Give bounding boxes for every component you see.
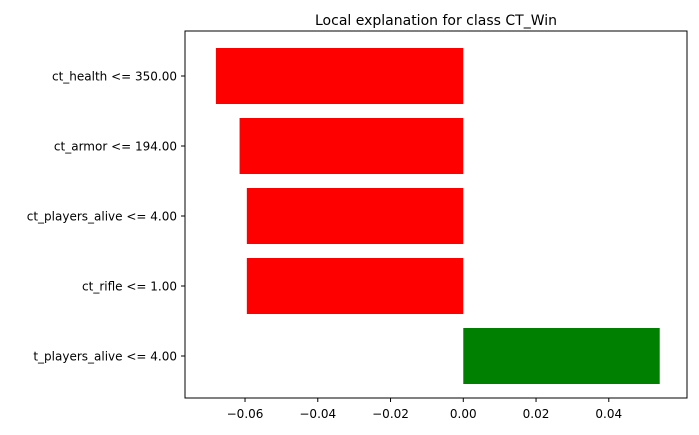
- bar-0: [215, 48, 464, 104]
- y-tick-label: ct_players_alive <= 4.00: [27, 210, 177, 224]
- bars-group: [215, 48, 660, 384]
- x-tick-label: 0.02: [523, 407, 550, 421]
- y-tick-label: ct_rifle <= 1.00: [82, 280, 177, 294]
- x-tick-label: 0.04: [595, 407, 622, 421]
- y-tick-label: ct_armor <= 194.00: [54, 140, 177, 154]
- y-tick-label: ct_health <= 350.00: [52, 70, 177, 84]
- bar-2: [246, 188, 464, 244]
- y-tick-label: t_players_alive <= 4.00: [33, 350, 177, 364]
- x-tick-label: −0.06: [227, 407, 264, 421]
- x-tick-label: 0.00: [450, 407, 477, 421]
- chart-title: Local explanation for class CT_Win: [315, 13, 557, 29]
- x-tick-label: −0.02: [372, 407, 409, 421]
- bar-3: [246, 258, 464, 314]
- bar-4: [463, 328, 660, 384]
- bar-1: [239, 118, 464, 174]
- x-tick-label: −0.04: [299, 407, 336, 421]
- plot-area-frame: [184, 30, 688, 399]
- x-axis-ticks: −0.06 −0.04 −0.02 0.00 0.02 0.04: [227, 398, 622, 421]
- y-axis-ticks: ct_health <= 350.00 ct_armor <= 194.00 ct_…: [27, 70, 185, 364]
